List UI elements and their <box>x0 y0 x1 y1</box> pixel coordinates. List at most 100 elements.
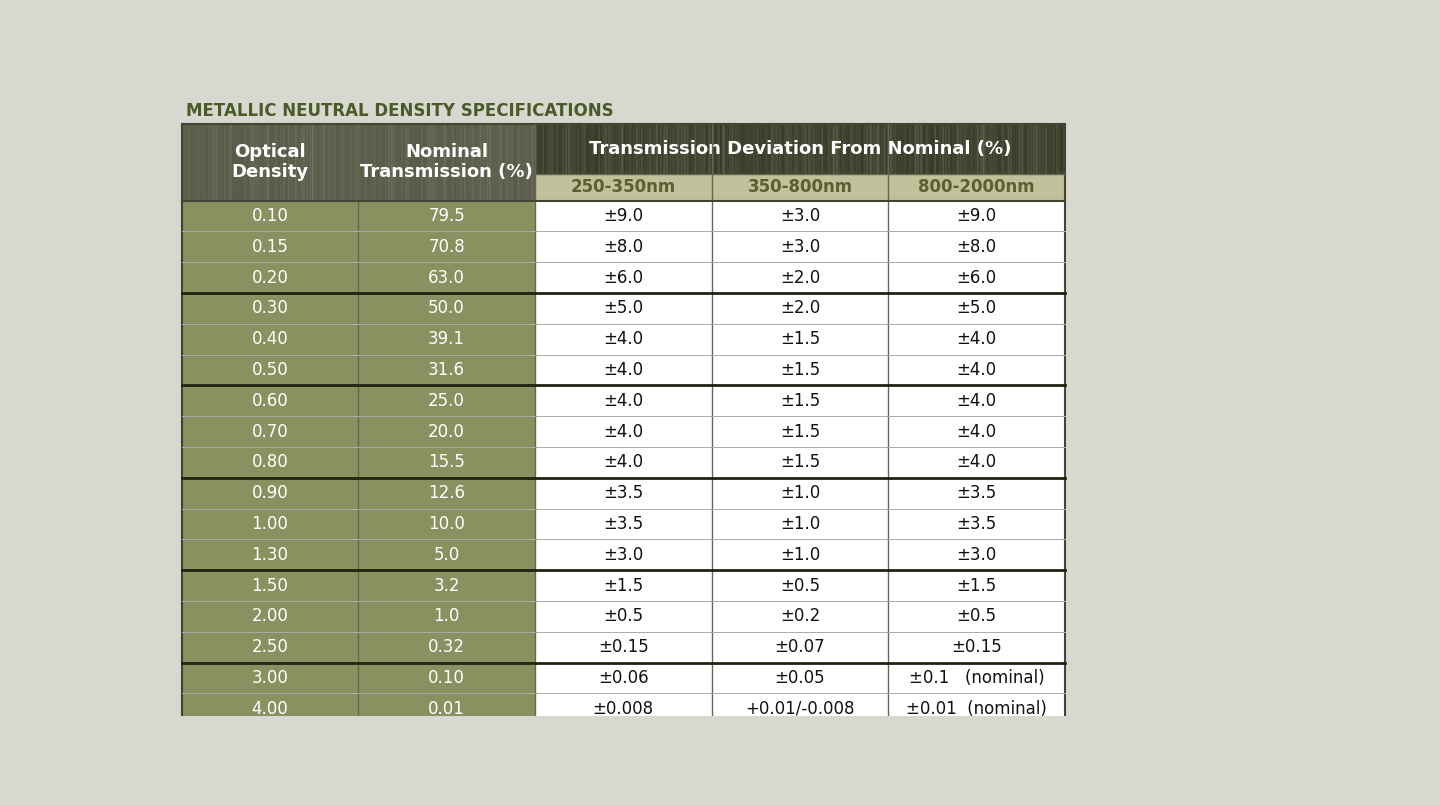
Text: 350-800nm: 350-800nm <box>747 178 852 196</box>
Bar <box>888 293 1066 324</box>
Bar <box>181 386 359 416</box>
Text: ±0.5: ±0.5 <box>780 576 819 595</box>
Text: 0.60: 0.60 <box>252 392 288 410</box>
Text: 800-2000nm: 800-2000nm <box>919 178 1035 196</box>
Bar <box>181 200 359 231</box>
Bar <box>359 570 534 601</box>
Bar <box>534 354 711 386</box>
Text: 0.90: 0.90 <box>252 484 288 502</box>
Text: 10.0: 10.0 <box>428 515 465 533</box>
Bar <box>711 416 888 447</box>
Text: ±4.0: ±4.0 <box>603 423 644 440</box>
Text: ±3.5: ±3.5 <box>956 515 996 533</box>
Text: ±3.5: ±3.5 <box>603 515 644 533</box>
Text: 0.30: 0.30 <box>252 299 288 317</box>
Bar <box>888 200 1066 231</box>
Text: ±3.0: ±3.0 <box>603 546 644 564</box>
Bar <box>711 293 888 324</box>
Text: 2.50: 2.50 <box>252 638 288 656</box>
Text: ±4.0: ±4.0 <box>603 361 644 379</box>
Bar <box>181 447 359 477</box>
Text: ±1.5: ±1.5 <box>780 423 821 440</box>
Text: 25.0: 25.0 <box>428 392 465 410</box>
Bar <box>181 262 359 293</box>
Bar <box>359 123 534 200</box>
Text: ±3.0: ±3.0 <box>956 546 996 564</box>
Bar <box>534 539 711 570</box>
Bar <box>359 601 534 632</box>
Text: 12.6: 12.6 <box>428 484 465 502</box>
Text: 50.0: 50.0 <box>428 299 465 317</box>
Bar <box>888 663 1066 693</box>
Text: ±4.0: ±4.0 <box>603 453 644 472</box>
Bar <box>181 477 359 509</box>
Text: 0.40: 0.40 <box>252 330 288 348</box>
Text: ±1.0: ±1.0 <box>780 515 821 533</box>
Text: 0.20: 0.20 <box>252 269 288 287</box>
Bar <box>888 324 1066 354</box>
Bar <box>711 570 888 601</box>
Text: ±0.2: ±0.2 <box>780 607 821 625</box>
Text: 1.50: 1.50 <box>252 576 288 595</box>
Bar <box>181 416 359 447</box>
Bar <box>534 123 1066 174</box>
Bar <box>359 447 534 477</box>
Bar <box>534 570 711 601</box>
Text: ±0.01  (nominal): ±0.01 (nominal) <box>906 700 1047 718</box>
Bar <box>711 663 888 693</box>
Text: 70.8: 70.8 <box>428 237 465 256</box>
Text: 1.00: 1.00 <box>252 515 288 533</box>
Text: 39.1: 39.1 <box>428 330 465 348</box>
Text: 3.2: 3.2 <box>433 576 459 595</box>
Bar <box>888 509 1066 539</box>
Text: ±4.0: ±4.0 <box>956 361 996 379</box>
Text: ±3.5: ±3.5 <box>956 484 996 502</box>
Text: 79.5: 79.5 <box>428 207 465 225</box>
Bar <box>181 509 359 539</box>
Bar <box>181 231 359 262</box>
Text: ±6.0: ±6.0 <box>956 269 996 287</box>
Text: ±1.5: ±1.5 <box>780 453 821 472</box>
Text: Optical
Density: Optical Density <box>232 142 308 181</box>
Bar <box>181 293 359 324</box>
Bar <box>534 262 711 293</box>
Text: ±0.07: ±0.07 <box>775 638 825 656</box>
Bar <box>711 174 888 200</box>
Bar <box>888 601 1066 632</box>
Bar <box>711 477 888 509</box>
Bar <box>534 386 711 416</box>
Text: ±1.0: ±1.0 <box>780 484 821 502</box>
Bar <box>359 477 534 509</box>
Text: 63.0: 63.0 <box>428 269 465 287</box>
Text: 4.00: 4.00 <box>252 700 288 718</box>
Bar <box>888 539 1066 570</box>
Text: ±4.0: ±4.0 <box>956 453 996 472</box>
Bar <box>359 416 534 447</box>
Bar <box>534 632 711 663</box>
Bar <box>534 477 711 509</box>
Text: ±0.5: ±0.5 <box>956 607 996 625</box>
Text: ±3.5: ±3.5 <box>603 484 644 502</box>
Bar <box>181 570 359 601</box>
Text: 0.32: 0.32 <box>428 638 465 656</box>
Text: ±8.0: ±8.0 <box>603 237 644 256</box>
Text: 0.70: 0.70 <box>252 423 288 440</box>
Bar <box>359 509 534 539</box>
Bar <box>711 509 888 539</box>
Text: ±1.0: ±1.0 <box>780 546 821 564</box>
Bar <box>711 200 888 231</box>
Bar <box>534 200 711 231</box>
Bar <box>534 447 711 477</box>
Text: 31.6: 31.6 <box>428 361 465 379</box>
Text: ±4.0: ±4.0 <box>603 392 644 410</box>
Bar <box>888 416 1066 447</box>
Bar <box>181 632 359 663</box>
Bar <box>711 386 888 416</box>
Bar <box>888 477 1066 509</box>
Text: ±0.15: ±0.15 <box>952 638 1002 656</box>
Text: 2.00: 2.00 <box>252 607 288 625</box>
Bar <box>359 262 534 293</box>
Text: METALLIC NEUTRAL DENSITY SPECIFICATIONS: METALLIC NEUTRAL DENSITY SPECIFICATIONS <box>186 102 613 121</box>
Bar <box>534 174 711 200</box>
Bar <box>181 324 359 354</box>
